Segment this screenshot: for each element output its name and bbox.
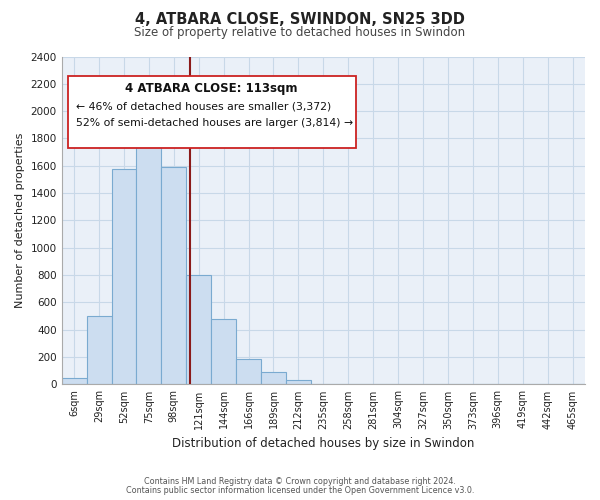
Bar bbox=[86, 316, 112, 384]
X-axis label: Distribution of detached houses by size in Swindon: Distribution of detached houses by size … bbox=[172, 437, 475, 450]
Text: Contains public sector information licensed under the Open Government Licence v3: Contains public sector information licen… bbox=[126, 486, 474, 495]
Bar bbox=[161, 167, 186, 384]
Text: Size of property relative to detached houses in Swindon: Size of property relative to detached ho… bbox=[134, 26, 466, 39]
Bar bbox=[186, 275, 211, 384]
Bar bbox=[286, 380, 311, 384]
Text: ← 46% of detached houses are smaller (3,372): ← 46% of detached houses are smaller (3,… bbox=[76, 101, 332, 111]
Text: 4, ATBARA CLOSE, SWINDON, SN25 3DD: 4, ATBARA CLOSE, SWINDON, SN25 3DD bbox=[135, 12, 465, 28]
Bar bbox=[136, 118, 161, 384]
Bar bbox=[236, 359, 261, 384]
Bar bbox=[112, 169, 136, 384]
Text: 4 ATBARA CLOSE: 113sqm: 4 ATBARA CLOSE: 113sqm bbox=[125, 82, 298, 95]
Bar bbox=[62, 378, 86, 384]
Bar bbox=[261, 372, 286, 384]
Text: 52% of semi-detached houses are larger (3,814) →: 52% of semi-detached houses are larger (… bbox=[76, 118, 353, 128]
Text: Contains HM Land Registry data © Crown copyright and database right 2024.: Contains HM Land Registry data © Crown c… bbox=[144, 477, 456, 486]
Bar bbox=[211, 319, 236, 384]
Y-axis label: Number of detached properties: Number of detached properties bbox=[15, 133, 25, 308]
